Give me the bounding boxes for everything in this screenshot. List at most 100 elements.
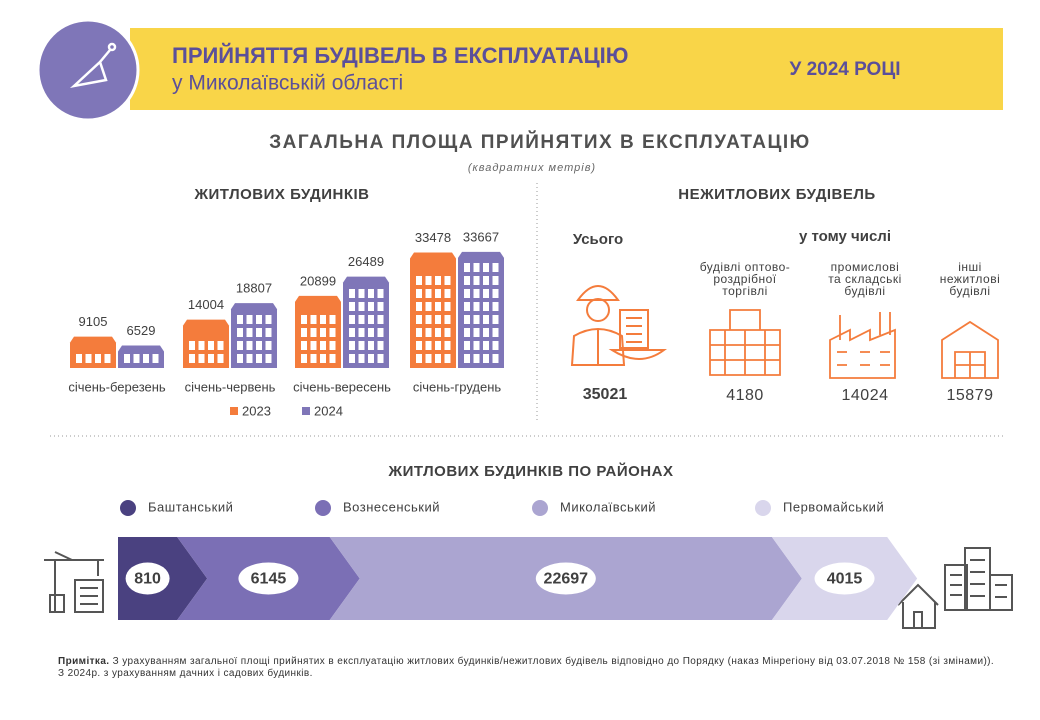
window xyxy=(464,315,470,324)
window xyxy=(368,315,374,324)
value-badge xyxy=(814,562,875,595)
bar xyxy=(70,336,116,368)
window xyxy=(320,315,326,324)
value-badge xyxy=(238,562,299,595)
window xyxy=(208,341,214,350)
window xyxy=(329,341,336,350)
window xyxy=(492,276,499,285)
nonres-label: промислові xyxy=(831,260,900,274)
window xyxy=(492,302,499,311)
worker-icon xyxy=(570,285,668,366)
window xyxy=(76,354,82,363)
window xyxy=(444,341,451,350)
window xyxy=(265,341,272,350)
window xyxy=(237,328,243,337)
window xyxy=(473,289,480,298)
value-label: 9105 xyxy=(79,314,108,329)
chart-title: ЖИТЛОВИХ БУДИНКІВ ПО РАЙОНАХ xyxy=(388,462,674,480)
window xyxy=(492,289,499,298)
nonres-label: та складські xyxy=(828,272,902,286)
window xyxy=(425,289,432,298)
window xyxy=(483,354,489,363)
window xyxy=(246,354,253,363)
note-text: З 2024р. з урахуванням дачних і садових … xyxy=(58,668,313,679)
window xyxy=(444,276,451,285)
window xyxy=(377,315,384,324)
window xyxy=(416,289,422,298)
nonres-icon xyxy=(941,320,999,379)
window xyxy=(265,315,272,324)
nonres-label: будівлі xyxy=(949,284,990,298)
window xyxy=(444,302,451,311)
chart-title: ЖИТЛОВИХ БУДИНКІВ xyxy=(193,186,369,203)
value-label: 4015 xyxy=(827,571,863,588)
window xyxy=(425,341,432,350)
window xyxy=(492,328,499,337)
window xyxy=(256,315,262,324)
value-label: 26489 xyxy=(348,254,384,269)
window xyxy=(349,289,355,298)
window xyxy=(265,328,272,337)
window xyxy=(189,354,195,363)
header-band xyxy=(130,28,1003,110)
window xyxy=(85,354,92,363)
window xyxy=(492,341,499,350)
header-title: ПРИЙНЯТТЯ БУДІВЕЛЬ В ЕКСПЛУАТАЦІЮ xyxy=(172,43,628,68)
window xyxy=(435,302,441,311)
nonres-label: торгівлі xyxy=(722,284,768,298)
window xyxy=(189,341,195,350)
window xyxy=(358,302,365,311)
window xyxy=(368,328,374,337)
window xyxy=(473,315,480,324)
window xyxy=(435,315,441,324)
window xyxy=(217,354,224,363)
window xyxy=(416,276,422,285)
window xyxy=(483,328,489,337)
nonres-label: роздрібної xyxy=(713,272,776,286)
window xyxy=(320,341,326,350)
nonres-label: нежитлові xyxy=(940,272,1000,286)
window xyxy=(237,315,243,324)
header-period: У 2024 РОЦІ xyxy=(789,59,900,80)
icon-part xyxy=(829,312,896,379)
header-subtitle: у Миколаївській області xyxy=(172,72,403,95)
window xyxy=(444,315,451,324)
window xyxy=(368,302,374,311)
window xyxy=(464,328,470,337)
window xyxy=(310,341,317,350)
window xyxy=(464,354,470,363)
window xyxy=(425,315,432,324)
window xyxy=(435,289,441,298)
window xyxy=(310,354,317,363)
value-label: 810 xyxy=(134,571,161,588)
window xyxy=(377,289,384,298)
section-unit: (квадратних метрів) xyxy=(468,162,596,174)
note-label: Примітка. xyxy=(58,656,110,667)
window xyxy=(483,289,489,298)
window xyxy=(265,354,272,363)
window xyxy=(237,341,243,350)
window xyxy=(310,315,317,324)
window xyxy=(444,354,451,363)
value-label: 6529 xyxy=(127,323,156,338)
window xyxy=(95,354,101,363)
window xyxy=(368,341,374,350)
window xyxy=(358,289,365,298)
window xyxy=(377,341,384,350)
window xyxy=(246,341,253,350)
window xyxy=(133,354,140,363)
legend-marker xyxy=(755,500,771,516)
window xyxy=(368,289,374,298)
window xyxy=(444,328,451,337)
window xyxy=(349,302,355,311)
window xyxy=(377,328,384,337)
window xyxy=(435,341,441,350)
window xyxy=(198,341,205,350)
value-label: 14004 xyxy=(188,297,224,312)
window xyxy=(425,354,432,363)
window xyxy=(483,263,489,272)
value-label: 33478 xyxy=(415,230,451,245)
window xyxy=(416,315,422,324)
window xyxy=(473,263,480,272)
window xyxy=(464,302,470,311)
